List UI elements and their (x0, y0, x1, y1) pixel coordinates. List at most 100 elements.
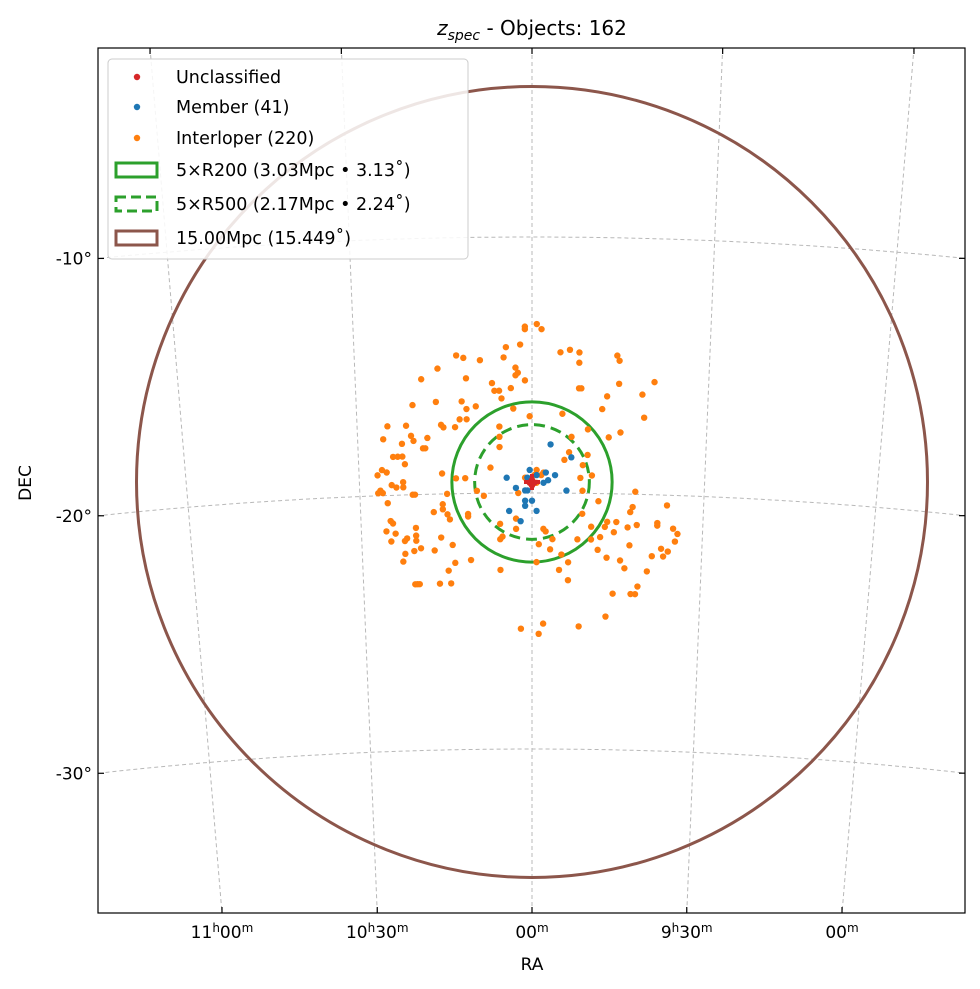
interloper-point (449, 541, 456, 549)
member-point (505, 507, 513, 515)
interloper-point (432, 398, 440, 406)
ra-tick-label: 00m (515, 921, 548, 943)
interloper-point (564, 576, 572, 584)
interloper-point (502, 343, 510, 351)
interloper-point (579, 487, 586, 494)
interloper-point (437, 534, 445, 541)
interloper-point (599, 405, 606, 413)
interloper-point (616, 557, 624, 564)
interloper-point (627, 508, 634, 516)
interloper-point (444, 511, 451, 518)
interloper-point (631, 590, 639, 598)
interloper-point (458, 398, 465, 405)
ra-gridline (686, 48, 724, 913)
interloper-point (375, 490, 382, 497)
interloper-point (409, 401, 416, 409)
interloper-point (616, 357, 623, 364)
interloper-point (464, 513, 472, 520)
interloper-point (439, 506, 447, 513)
interloper-point (602, 613, 609, 620)
interloper-point (507, 384, 515, 392)
interloper-point (561, 456, 568, 464)
legend-circle-icon (114, 195, 159, 213)
interloper-point (595, 498, 602, 505)
interloper-point (546, 546, 554, 553)
member-point (526, 466, 533, 474)
interloper-point (460, 354, 467, 362)
interloper-point (456, 416, 463, 423)
interloper-point (639, 391, 646, 398)
ra-tick-label: 00m (825, 921, 858, 943)
interloper-point (634, 583, 641, 590)
interloper-point (587, 536, 595, 543)
interloper-point (535, 541, 542, 548)
interloper-point (480, 492, 488, 500)
interloper-point (491, 387, 498, 394)
interloper-point (559, 410, 566, 417)
dec-tick-label: -30° (56, 764, 92, 784)
interloper-point (476, 356, 484, 364)
interloper-point (603, 554, 610, 561)
interloper-point (535, 630, 542, 638)
ra-tick-label: 9h30m (661, 921, 713, 943)
interloper-point (417, 376, 425, 383)
interloper-point (651, 378, 658, 386)
member-point (533, 471, 540, 479)
circle-5xr200 (450, 400, 614, 564)
interloper-point (407, 432, 415, 440)
interloper-point (402, 550, 409, 558)
interloper-point (410, 437, 417, 445)
interloper-point (389, 520, 397, 527)
member-point (563, 487, 570, 494)
interloper-point (463, 405, 470, 413)
interloper-point (521, 377, 529, 384)
interloper-point (451, 423, 459, 431)
interloper-point (510, 405, 517, 412)
interloper-point (671, 538, 679, 545)
legend-dot-icon (133, 73, 141, 81)
interloper-point (399, 453, 406, 460)
interloper-point (533, 320, 540, 328)
member-point (533, 507, 540, 515)
dec-tick-label: -20° (56, 507, 92, 527)
interloper-point (575, 623, 582, 630)
interloper-point (496, 443, 503, 451)
interloper-point (576, 349, 583, 356)
interloper-point (383, 528, 390, 535)
interloper-point (633, 521, 640, 529)
member-point (542, 469, 550, 476)
axis-ticks: -10° -20° -30° 11h00m 10h30m 00m 9h30m 00m (56, 48, 965, 943)
interloper-point (498, 395, 505, 402)
member-point (521, 497, 529, 504)
interloper-point (500, 354, 507, 361)
legend: Unclassified Member (41) Interloper (220) 5… (107, 58, 469, 260)
ra-gridline (340, 48, 378, 913)
interloper-point (515, 489, 522, 497)
interloper-point (379, 436, 387, 443)
legend-label: Unclassified (176, 68, 281, 88)
interloper-point (438, 470, 446, 477)
circle-5xr500 (473, 423, 591, 541)
interloper-point (533, 558, 540, 566)
interloper-point (452, 475, 460, 482)
interloper-point (557, 349, 564, 356)
interloper-point (424, 434, 431, 442)
radius-circles (135, 84, 929, 879)
member-point (540, 479, 547, 486)
interloper-point (533, 466, 540, 474)
interloper-point (439, 501, 446, 508)
interloper-point (443, 490, 451, 498)
interloper-point (584, 451, 591, 459)
interloper-point (654, 522, 661, 529)
interloper-point (430, 508, 437, 516)
interloper-point (594, 546, 601, 554)
interloper-point (526, 413, 533, 420)
interloper-point (496, 423, 503, 430)
legend-label: 5×R200 (3.03Mpc • 3.13˚) (176, 160, 411, 181)
member-point (528, 497, 536, 504)
interloper-point (614, 352, 621, 359)
legend-label: 15.00Mpc (15.449˚) (176, 228, 351, 249)
interloper-point (564, 559, 572, 566)
legend-dot-icon (133, 134, 141, 142)
